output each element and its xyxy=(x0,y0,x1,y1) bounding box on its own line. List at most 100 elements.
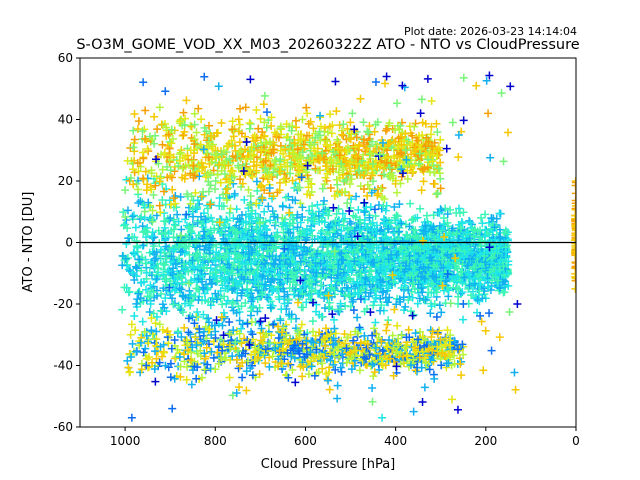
data-point xyxy=(368,218,377,227)
data-point xyxy=(459,208,468,217)
data-point xyxy=(207,213,216,222)
data-point xyxy=(466,218,475,227)
data-point xyxy=(266,216,275,225)
data-point xyxy=(416,204,425,213)
data-point xyxy=(168,294,177,303)
data-point xyxy=(302,298,311,307)
data-point xyxy=(137,266,146,275)
data-point xyxy=(377,237,386,246)
data-point xyxy=(439,220,448,229)
data-point xyxy=(155,239,164,248)
data-point xyxy=(128,233,137,242)
data-point xyxy=(271,218,280,227)
plot-date-subtitle: Plot date: 2026-03-23 14:14:04 xyxy=(404,25,577,38)
data-point xyxy=(145,308,154,317)
data-point xyxy=(199,310,208,319)
data-point xyxy=(377,301,386,310)
data-point xyxy=(131,262,140,271)
data-point xyxy=(327,265,336,274)
data-point xyxy=(354,205,363,214)
data-point xyxy=(118,261,127,270)
data-point xyxy=(181,215,190,224)
data-point xyxy=(264,202,273,211)
data-point xyxy=(367,188,376,197)
data-point xyxy=(381,206,390,215)
data-point xyxy=(185,286,194,295)
data-point xyxy=(308,317,317,326)
data-point xyxy=(169,225,178,234)
data-point xyxy=(370,297,379,306)
data-point xyxy=(237,324,246,333)
data-point xyxy=(330,315,339,324)
data-point xyxy=(458,219,467,228)
data-point xyxy=(253,186,262,195)
data-point xyxy=(371,318,380,327)
data-point xyxy=(405,222,414,231)
data-point xyxy=(223,216,232,225)
data-point xyxy=(233,296,242,305)
data-point xyxy=(166,214,175,223)
data-point xyxy=(344,285,353,294)
data-point xyxy=(415,294,424,303)
data-point xyxy=(141,285,150,294)
data-point xyxy=(125,287,134,296)
data-point xyxy=(204,314,213,323)
data-point xyxy=(342,283,351,292)
data-point xyxy=(186,330,195,339)
data-point xyxy=(170,299,179,308)
data-point xyxy=(162,275,171,284)
data-point xyxy=(277,305,286,314)
data-point xyxy=(369,301,378,310)
data-point xyxy=(477,213,486,222)
data-point xyxy=(291,272,300,281)
chart-title: S-O3M_GOME_VOD_XX_M03_20260322Z ATO - NT… xyxy=(76,37,579,53)
data-point xyxy=(495,283,504,292)
data-point xyxy=(185,250,194,259)
data-point xyxy=(156,290,165,299)
data-point xyxy=(353,313,362,322)
data-point xyxy=(356,325,365,334)
data-point xyxy=(124,234,133,243)
data-point xyxy=(218,300,227,309)
data-point xyxy=(308,202,317,211)
data-point xyxy=(453,264,462,273)
data-point xyxy=(162,254,171,263)
data-point xyxy=(124,265,133,274)
data-point xyxy=(459,315,468,324)
scatter-points xyxy=(118,71,576,422)
data-point xyxy=(307,226,316,235)
data-point xyxy=(162,242,171,251)
data-point xyxy=(446,205,455,214)
data-point xyxy=(193,218,202,227)
data-point xyxy=(455,204,464,213)
data-point xyxy=(443,210,452,219)
data-point xyxy=(399,293,408,302)
data-point xyxy=(477,236,486,245)
data-point xyxy=(334,205,343,214)
data-point xyxy=(250,269,259,278)
data-point xyxy=(264,295,273,304)
data-point xyxy=(330,285,339,294)
data-point xyxy=(296,218,305,227)
data-point xyxy=(230,189,239,198)
data-point xyxy=(160,209,169,218)
data-point xyxy=(174,327,183,336)
data-point xyxy=(324,251,333,260)
data-point xyxy=(371,212,380,221)
data-point xyxy=(319,196,328,205)
data-point xyxy=(258,290,267,299)
data-point xyxy=(133,243,142,252)
data-point xyxy=(199,227,208,236)
data-point xyxy=(395,200,404,209)
data-point xyxy=(217,239,226,248)
data-point xyxy=(334,220,343,229)
data-point xyxy=(368,249,377,258)
data-point xyxy=(184,242,193,251)
data-point xyxy=(297,303,306,312)
data-point xyxy=(363,223,372,232)
data-point xyxy=(122,175,131,184)
data-point xyxy=(161,294,170,303)
data-point xyxy=(143,292,152,301)
data-point xyxy=(150,242,159,251)
